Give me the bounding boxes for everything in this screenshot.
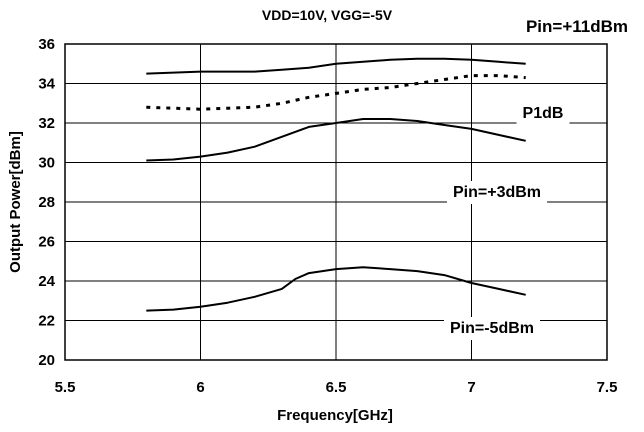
annotation-bg-0 — [519, 14, 635, 39]
y-axis-label: Output Power[dBm] — [7, 131, 24, 273]
series-line-2 — [146, 118, 526, 162]
series-line-1 — [146, 74, 526, 111]
plot-frame — [64, 43, 608, 361]
series-annotations: Pin=+11dBm P1dB Pin=+3dBm Pin=-5dBm — [443, 14, 635, 340]
annotation-bg-3 — [443, 317, 541, 340]
x-tick-label-2: 6.5 — [326, 379, 347, 396]
x-tick-label-4: 7.5 — [597, 379, 618, 396]
series-line-0 — [146, 57, 526, 75]
annotation-label-3: Pin=-5dBm — [450, 320, 534, 337]
x-axis-label: Frequency[GHz] — [277, 407, 393, 424]
y-tick-label-4: 28 — [38, 194, 55, 211]
annotation-1: P1dB — [516, 102, 570, 125]
y-tick-label-5: 30 — [38, 155, 55, 172]
y-tick-label-0: 20 — [38, 352, 55, 369]
y-tick-label-3: 26 — [38, 234, 55, 251]
y-tick-label-1: 22 — [38, 313, 55, 330]
x-tick-label-1: 6 — [196, 379, 204, 396]
y-tick-labels: 20 22 24 26 28 30 32 34 36 — [38, 36, 55, 369]
annotation-bg-2 — [446, 181, 548, 204]
y-tick-label-7: 34 — [38, 76, 55, 93]
x-tick-label-3: 7 — [467, 379, 475, 396]
series-lines — [146, 57, 526, 312]
y-tick-label-8: 36 — [38, 36, 55, 53]
annotation-label-0: Pin=+11dBm — [526, 17, 628, 36]
y-tick-label-6: 32 — [38, 115, 55, 132]
annotation-bg-1 — [516, 102, 570, 125]
annotation-3: Pin=-5dBm — [443, 317, 541, 340]
annotation-2: Pin=+3dBm — [446, 181, 548, 204]
x-tick-labels: 5.5 6 6.5 7 7.5 — [55, 379, 618, 396]
series-line-3 — [146, 266, 526, 312]
annotation-0: Pin=+11dBm — [519, 14, 635, 39]
y-tick-label-2: 24 — [38, 273, 55, 290]
x-tick-label-0: 5.5 — [55, 379, 76, 396]
annotation-label-1: P1dB — [523, 105, 564, 122]
chart-title: VDD=10V, VGG=-5V — [262, 7, 393, 23]
annotation-label-2: Pin=+3dBm — [453, 184, 541, 201]
